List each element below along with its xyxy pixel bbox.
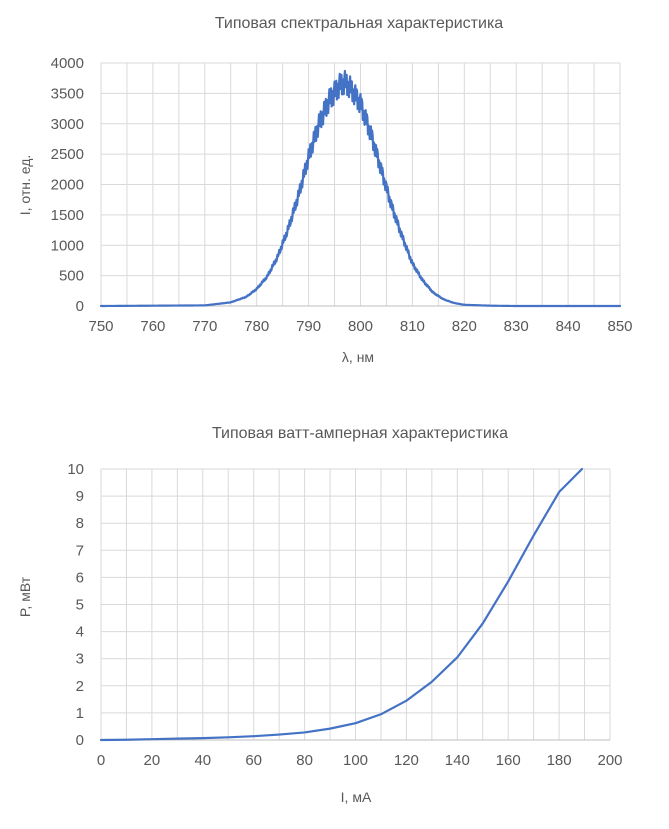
power-current-x-tick-label: 140 bbox=[445, 752, 470, 769]
spectral-x-tick-label: 840 bbox=[556, 318, 581, 335]
power-current-y-tick-label: 9 bbox=[76, 488, 84, 505]
power-current-y-tick-label: 2 bbox=[76, 678, 84, 695]
power-current-series bbox=[99, 467, 584, 742]
power-current-x-axis-label: I, мА bbox=[341, 789, 372, 805]
power-current-chart-title: Типовая ватт-амперная характеристика bbox=[212, 425, 508, 442]
spectral-x-tick-label: 800 bbox=[348, 318, 373, 335]
spectral-x-tick-label: 750 bbox=[88, 318, 113, 335]
power-current-x-tick-label: 100 bbox=[343, 752, 368, 769]
spectral-y-tick-label: 3500 bbox=[51, 85, 84, 102]
spectral-y-tick-label: 2000 bbox=[51, 177, 84, 194]
power-current-series-line bbox=[99, 467, 584, 742]
spectral-y-tick-label: 1000 bbox=[51, 237, 84, 254]
power-current-x-tick-label: 60 bbox=[245, 752, 262, 769]
spectral-y-axis-label: I, отн. ед. bbox=[17, 155, 33, 216]
power-current-x-tick-label: 180 bbox=[547, 752, 572, 769]
power-current-x-tick-label: 120 bbox=[394, 752, 419, 769]
power-current-y-tick-label: 5 bbox=[76, 597, 84, 614]
power-current-x-tick-label: 20 bbox=[144, 752, 161, 769]
power-current-x-tick-label: 160 bbox=[496, 752, 521, 769]
spectral-series bbox=[99, 69, 622, 308]
spectral-series-line bbox=[99, 69, 622, 308]
power-current-y-tick-label: 8 bbox=[76, 515, 84, 532]
power-current-x-tick-label: 40 bbox=[194, 752, 211, 769]
spectral-y-tick-label: 3000 bbox=[51, 116, 84, 133]
power-current-y-tick-label: 4 bbox=[76, 624, 84, 641]
spectral-ticks: 750 760 770 780 790 800 810 820 830 840 850 0 500 100… bbox=[51, 55, 633, 335]
spectral-chart: Типовая спектральная характеристика λ, н… bbox=[17, 15, 633, 365]
spectral-x-tick-label: 790 bbox=[296, 318, 321, 335]
power-current-grid bbox=[100, 468, 611, 741]
spectral-x-tick-label: 850 bbox=[607, 318, 632, 335]
spectral-x-axis-label: λ, нм bbox=[342, 349, 374, 365]
power-current-y-tick-label: 0 bbox=[76, 732, 84, 749]
spectral-y-tick-label: 500 bbox=[59, 268, 84, 285]
power-current-y-tick-label: 10 bbox=[67, 461, 84, 478]
power-current-y-axis-label: P, мВт bbox=[17, 576, 33, 617]
spectral-y-tick-label: 0 bbox=[76, 298, 84, 315]
spectral-y-tick-label: 4000 bbox=[51, 55, 84, 72]
power-current-y-tick-label: 1 bbox=[76, 705, 84, 722]
spectral-chart-title: Типовая спектральная характеристика bbox=[215, 15, 503, 32]
power-current-y-tick-label: 6 bbox=[76, 569, 84, 586]
spectral-y-tick-label: 2500 bbox=[51, 146, 84, 163]
spectral-x-tick-label: 770 bbox=[192, 318, 217, 335]
power-current-ticks: 0 20 40 60 80 100 120 140 160 180 200 0 1 2 3 4 5 6 7 8 9 10 bbox=[67, 461, 622, 769]
spectral-y-tick-label: 1500 bbox=[51, 207, 84, 224]
spectral-x-tick-label: 810 bbox=[400, 318, 425, 335]
spectral-x-tick-label: 830 bbox=[504, 318, 529, 335]
power-current-y-tick-label: 3 bbox=[76, 651, 84, 668]
power-current-y-tick-label: 7 bbox=[76, 542, 84, 559]
spectral-x-tick-label: 820 bbox=[452, 318, 477, 335]
spectral-x-tick-label: 780 bbox=[244, 318, 269, 335]
power-current-x-tick-label: 200 bbox=[597, 752, 622, 769]
power-current-chart: Типовая ватт-амперная характеристика I, … bbox=[17, 425, 623, 805]
spectral-x-tick-label: 760 bbox=[140, 318, 165, 335]
power-current-x-tick-label: 80 bbox=[296, 752, 313, 769]
power-current-x-tick-label: 0 bbox=[97, 752, 105, 769]
